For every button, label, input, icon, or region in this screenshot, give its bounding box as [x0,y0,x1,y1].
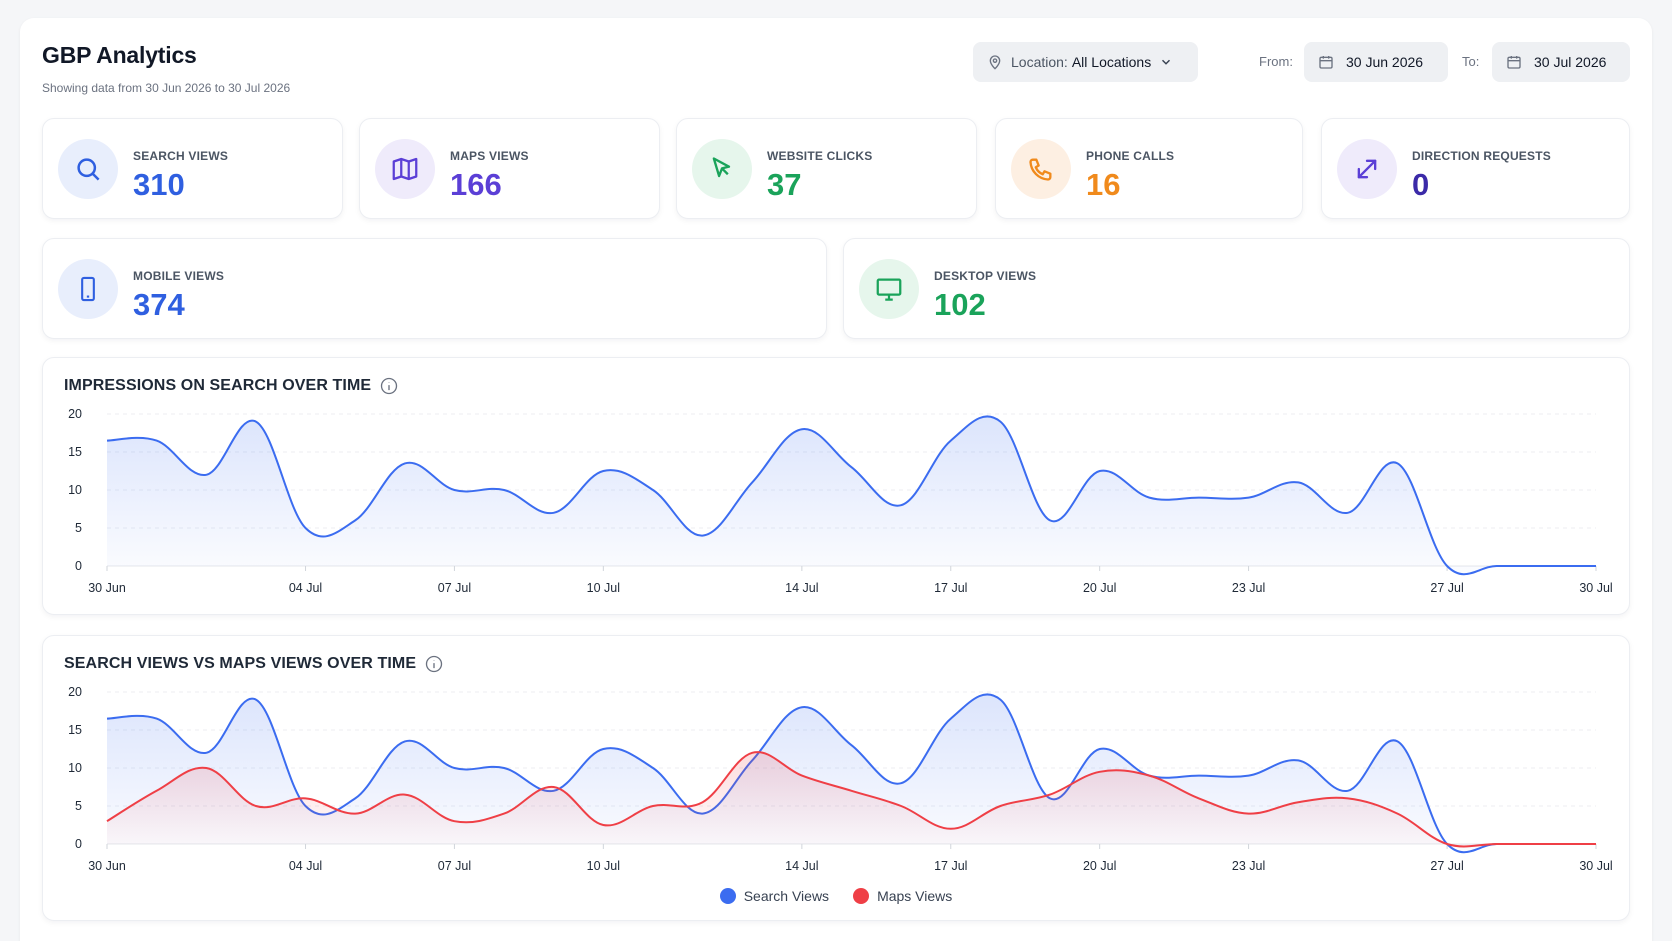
x-tick-label: 30 Jul [1579,581,1612,595]
calendar-icon [1319,56,1333,69]
stat-value: 0 [1412,167,1430,202]
comparison-chart: 0 5 10 15 20 30 Jun 04 Jul 07 Jul 10 Jul 14 Jul 17… [68,685,1613,873]
stat-label: MAPS VIEWS [450,149,529,163]
stat-value: 102 [934,287,986,322]
stat-label: SEARCH VIEWS [133,149,229,163]
location-dropdown[interactable]: Location: All Locations [973,42,1198,82]
series-line-1 [106,751,1596,848]
y-tick-label: 20 [68,407,82,421]
x-tick-label: 17 Jul [934,581,967,595]
cursor-icon [692,139,752,199]
x-tick-label: 23 Jul [1232,581,1265,595]
y-tick-label: 5 [75,521,82,535]
series-line-0 [106,415,1596,576]
direction-icon [1337,139,1397,199]
impressions-chart-card: IMPRESSIONS ON SEARCH OVER TIME 0 5 10 15 20… [42,357,1630,615]
y-tick-label: 10 [68,761,82,775]
x-tick-label: 30 Jun [88,859,126,873]
stat-label: PHONE CALLS [1086,149,1175,163]
to-label: To: [1462,54,1480,69]
x-tick-label: 20 Jul [1083,859,1116,873]
chart-title-text: IMPRESSIONS ON SEARCH OVER TIME [64,377,372,394]
from-date-value: 30 Jun 2026 [1346,54,1424,70]
page-title: GBP Analytics [42,42,197,68]
stat-label: DIRECTION REQUESTS [1412,149,1551,163]
y-tick-label: 20 [68,685,82,699]
x-tick-label: 30 Jul [1579,859,1612,873]
x-tick-label: 14 Jul [785,859,818,873]
legend-item-search-views[interactable]: Search Views [719,888,830,904]
x-tick-label: 14 Jul [785,581,818,595]
stat-value: 37 [767,167,802,202]
x-tick-label: 10 Jul [587,581,620,595]
x-tick-label: 23 Jul [1232,859,1265,873]
x-tick-label: 04 Jul [289,581,322,595]
stat-card-desktop-views: DESKTOP VIEWS 102 [843,238,1630,339]
info-icon[interactable] [424,654,444,674]
y-tick-label: 5 [75,799,82,813]
impressions-chart: 0 5 10 15 20 30 Jun 04 Jul 07 Jul 10 Jul 14 Jul 17… [68,407,1613,595]
x-tick-label: 07 Jul [438,581,471,595]
stat-card-website-clicks: WEBSITE CLICKS 37 [676,118,977,219]
phone-icon [1011,139,1071,199]
from-label: From: [1259,54,1293,69]
y-tick-label: 15 [68,445,82,459]
x-tick-label: 30 Jun [88,581,126,595]
mobile-icon [58,259,118,319]
legend-label: Search Views [743,888,830,904]
x-tick-label: 10 Jul [587,859,620,873]
stat-card-phone-calls: PHONE CALLS 16 [995,118,1303,219]
x-tick-label: 17 Jul [934,859,967,873]
series-line-0 [106,693,1596,854]
stat-value: 374 [133,287,185,322]
stat-label: DESKTOP VIEWS [934,269,1037,283]
page-subtitle: Showing data from 30 Jun 2026 to 30 Jul … [42,81,291,95]
location-value: All Locations [1071,54,1152,70]
x-tick-label: 20 Jul [1083,581,1116,595]
search-icon [58,139,118,199]
chart-legend: Search Views Maps Views [43,888,1629,904]
stat-label: WEBSITE CLICKS [767,149,873,163]
series-area-0 [107,416,1596,575]
calendar-icon [1507,56,1521,69]
stat-card-maps-views: MAPS VIEWS 166 [359,118,660,219]
x-tick-label: 04 Jul [289,859,322,873]
info-icon[interactable] [379,376,399,396]
to-date-value: 30 Jul 2026 [1534,54,1607,70]
x-tick-label: 27 Jul [1430,859,1463,873]
from-date-picker[interactable]: 30 Jun 2026 [1304,42,1448,82]
comparison-chart-card: SEARCH VIEWS VS MAPS VIEWS OVER TIME 0 5 1… [42,635,1630,921]
location-pin-icon [989,55,1001,70]
legend-item-maps-views[interactable]: Maps Views [853,888,952,904]
location-label: Location: [1011,54,1068,70]
y-tick-label: 0 [75,559,82,573]
stat-value: 16 [1086,167,1121,202]
comparison-chart-title: SEARCH VIEWS VS MAPS VIEWS OVER TIME [64,654,444,674]
y-tick-label: 10 [68,483,82,497]
legend-label: Maps Views [877,888,953,904]
chevron-down-icon [1162,59,1171,65]
stat-card-direction-requests: DIRECTION REQUESTS 0 [1321,118,1630,219]
stat-value: 310 [133,167,185,202]
stat-card-mobile-views: MOBILE VIEWS 374 [42,238,827,339]
x-tick-label: 07 Jul [438,859,471,873]
y-tick-label: 15 [68,723,82,737]
stat-card-search-views: SEARCH VIEWS 310 [42,118,343,219]
legend-dot [853,888,870,904]
to-date-picker[interactable]: 30 Jul 2026 [1492,42,1630,82]
stat-label: MOBILE VIEWS [133,269,225,283]
desktop-icon [859,259,919,319]
series-area-1 [107,752,1596,847]
stat-value: 166 [450,167,502,202]
x-tick-label: 27 Jul [1430,581,1463,595]
y-tick-label: 0 [75,837,82,851]
map-icon [375,139,435,199]
chart-title-text: SEARCH VIEWS VS MAPS VIEWS OVER TIME [64,655,417,672]
impressions-chart-title: IMPRESSIONS ON SEARCH OVER TIME [64,376,399,396]
legend-dot [719,888,736,904]
